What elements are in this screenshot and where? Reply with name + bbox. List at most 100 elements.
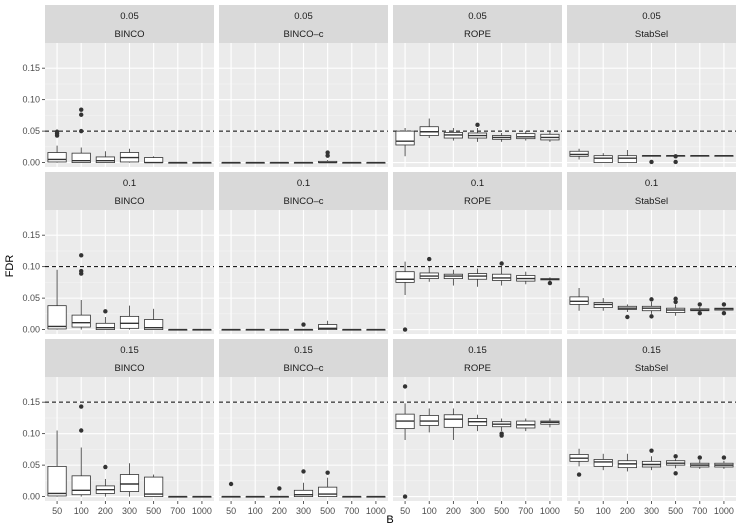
x-tick-label: 1000 <box>540 506 560 516</box>
x-tick-label: 100 <box>248 506 263 516</box>
box-outlier-point <box>402 494 408 499</box>
box-outlier-point <box>721 455 727 460</box>
strip-level-label: 0.05 <box>294 11 313 22</box>
box-iqr <box>47 152 67 163</box>
box-outlier-point <box>499 261 504 266</box>
box-outlier-point <box>673 296 678 301</box>
x-tick-label: 50 <box>52 506 62 516</box>
box-outlier-point <box>402 327 408 332</box>
box-outlier-point <box>576 472 582 477</box>
y-tick-label: 0.15 <box>22 397 40 407</box>
y-tick-label: 0.00 <box>22 492 40 502</box>
box-outlier-point <box>79 112 84 117</box>
facet-panel: 0.1 BINCO <box>45 172 214 334</box>
strip-background <box>393 339 562 377</box>
x-tick-label: 700 <box>692 506 707 516</box>
y-tick-label: 0.15 <box>22 230 40 240</box>
x-tick-label: 700 <box>170 506 185 516</box>
x-tick-label: 100 <box>422 506 437 516</box>
strip-level-label: 0.1 <box>297 178 310 189</box>
strip-background <box>219 339 388 377</box>
y-tick-label: 0.05 <box>22 293 40 303</box>
x-tick-label: 300 <box>644 506 659 516</box>
box-outlier-point <box>673 299 678 305</box>
strip-background <box>45 5 214 43</box>
strip-method-label: BINCO–c <box>283 196 323 207</box>
x-tick-label: 100 <box>74 506 89 516</box>
strip-background <box>567 339 736 377</box>
box-iqr <box>617 155 637 163</box>
facet-panel: 0.15 BINCO–c 50 100 200 300 500 700 1000 <box>219 339 388 516</box>
x-tick-label: 50 <box>226 506 236 516</box>
box-iqr <box>119 474 140 492</box>
strip-method-label: StabSel <box>635 363 668 374</box>
box-iqr <box>144 157 164 163</box>
box-iqr <box>318 324 338 330</box>
strip-level-label: 0.05 <box>642 11 661 22</box>
facet-panel: 0.05 StabSel <box>567 5 736 167</box>
facet-panel: 0.15 BINCO 50 100 200 300 500 700 1000 <box>45 339 214 516</box>
x-tick-label: 700 <box>344 506 359 516</box>
box-outlier-point <box>697 302 702 307</box>
strip-method-label: ROPE <box>464 363 491 374</box>
strip-background <box>219 172 388 210</box>
box-iqr <box>443 414 463 428</box>
facet-panel: 0.1 StabSel <box>567 172 736 334</box>
x-tick-label: 500 <box>494 506 509 516</box>
x-tick-label: 1000 <box>192 506 212 516</box>
strip-level-label: 0.1 <box>123 178 136 189</box>
box-iqr <box>395 130 415 146</box>
strip-level-label: 0.15 <box>642 345 661 356</box>
box-iqr <box>593 155 613 163</box>
box-iqr <box>71 475 91 496</box>
x-tick-label: 200 <box>272 506 287 516</box>
facet-panel: 0.05 BINCO–c <box>219 5 388 167</box>
box-iqr <box>95 156 115 163</box>
strip-method-label: ROPE <box>464 196 491 207</box>
facet-panel: 0.05 BINCO <box>45 5 214 167</box>
box-outlier-point <box>103 464 108 470</box>
box-outlier-point <box>697 455 702 460</box>
x-tick-label: 50 <box>574 506 584 516</box>
strip-method-label: BINCO–c <box>283 29 323 40</box>
y-axis-title: FDR <box>4 255 16 278</box>
x-tick-label: 200 <box>620 506 635 516</box>
box-outlier-point <box>277 486 282 491</box>
box-outlier-point <box>325 153 330 158</box>
strip-method-label: ROPE <box>464 29 491 40</box>
strip-background <box>393 172 562 210</box>
box-iqr <box>293 489 314 497</box>
box-iqr <box>593 459 613 467</box>
x-tick-label: 300 <box>296 506 311 516</box>
facet-panel: 0.1 ROPE <box>393 172 562 334</box>
y-tick-label: 0.05 <box>22 126 40 136</box>
y-tick-label: 0.00 <box>22 325 40 335</box>
box-outlier-point <box>103 309 108 314</box>
box-outlier-point <box>625 314 630 320</box>
box-outlier-point <box>673 159 678 165</box>
box-outlier-point <box>475 122 480 128</box>
y-tick-label: 0.10 <box>22 262 40 272</box>
box-outlier-point <box>649 314 654 319</box>
box-iqr <box>119 315 140 329</box>
strip-method-label: BINCO <box>114 196 144 207</box>
y-tick-label: 0.00 <box>22 158 40 168</box>
strip-background <box>45 339 214 377</box>
x-tick-label: 1000 <box>366 506 386 516</box>
x-tick-label: 500 <box>146 506 161 516</box>
box-outlier-point <box>79 268 84 274</box>
y-tick-label: 0.10 <box>22 95 40 105</box>
strip-level-label: 0.05 <box>120 11 139 22</box>
strip-level-label: 0.15 <box>294 345 313 356</box>
x-tick-label: 200 <box>98 506 113 516</box>
box-outlier-point <box>325 470 330 475</box>
x-tick-label: 50 <box>400 506 410 516</box>
box-outlier-point <box>402 384 408 389</box>
strip-background <box>393 5 562 43</box>
box-outlier-point <box>427 256 432 262</box>
x-tick-label: 500 <box>668 506 683 516</box>
box-iqr <box>95 322 115 330</box>
box-outlier-point <box>673 154 678 159</box>
box-outlier-point <box>54 129 60 134</box>
